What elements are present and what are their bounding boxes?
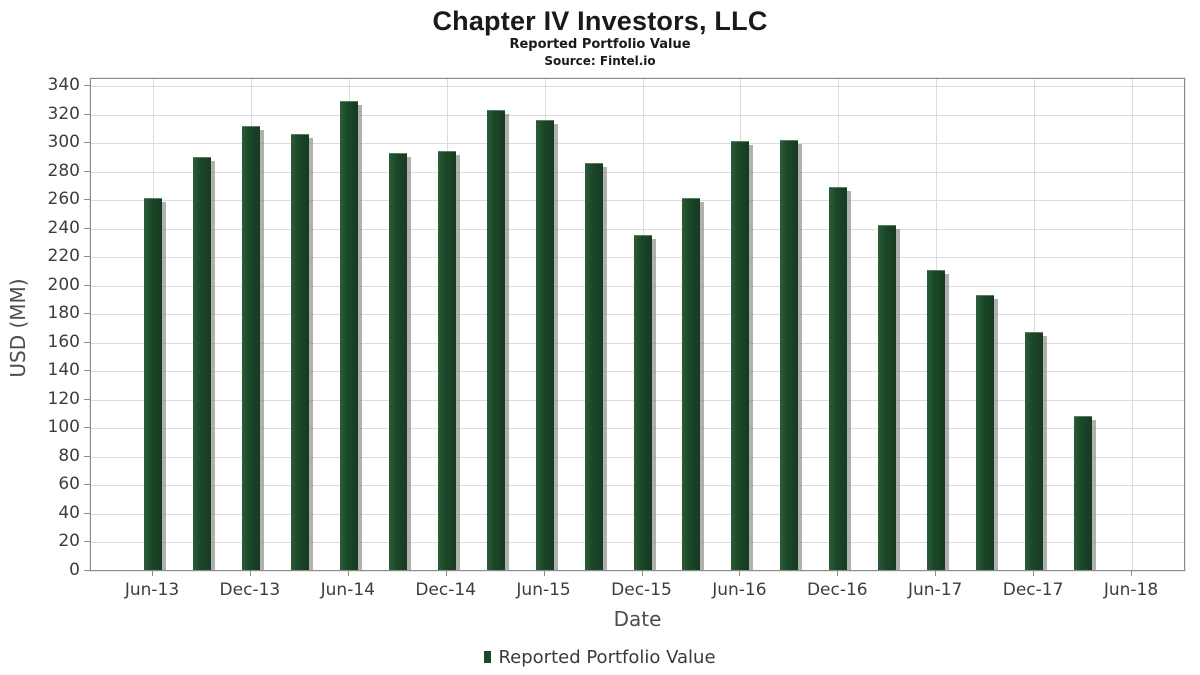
x-tick-label: Jun-14 [320,580,375,600]
x-tick-label: Jun-13 [124,580,180,600]
bar-mar-16[interactable] [682,198,701,570]
bar-dec-15[interactable] [633,235,652,570]
y-tick-label: 200 [47,274,80,295]
bar-mar-14[interactable] [290,134,309,570]
x-tick [445,571,447,576]
x-tick [641,571,643,576]
x-tick-label: Dec-17 [1002,580,1064,600]
y-tick [84,541,90,543]
bar-jun-17[interactable] [927,269,946,570]
bar-jun-16[interactable] [731,141,750,570]
v-gridline [1132,79,1133,570]
bar-mar-17[interactable] [878,225,897,570]
y-tick-label: 160 [47,331,80,352]
chart-title: Chapter IV Investors, LLC [432,6,768,36]
y-tick-label: 60 [58,474,80,495]
y-tick-label: 40 [58,502,80,523]
legend-marker-icon [484,651,492,663]
h-gridline [91,228,1184,230]
y-tick [84,199,90,201]
y-tick [84,227,90,229]
bar-dec-17[interactable] [1025,332,1044,570]
y-tick-label: 120 [47,388,80,409]
y-tick [84,427,90,429]
x-axis-title: Date [613,607,662,631]
bar-sep-15[interactable] [584,162,603,570]
y-tick-label: 240 [47,217,80,238]
x-tick [1131,571,1132,576]
x-tick-label: Jun-17 [908,580,963,600]
y-tick [84,284,90,286]
y-tick-label: 0 [69,560,80,580]
y-tick [84,512,90,514]
x-tick-label: Dec-16 [806,580,868,600]
x-tick-label: Dec-13 [219,580,281,600]
h-gridline [91,143,1184,145]
y-tick-label: 100 [47,417,80,438]
x-tick [837,571,839,576]
bar-sep-13[interactable] [192,156,211,570]
x-tick [935,571,937,576]
x-tick [152,571,153,576]
y-tick-label: 20 [58,531,80,552]
h-gridline [91,86,1184,88]
bar-sep-16[interactable] [780,139,799,570]
y-tick [84,256,90,258]
y-tick [84,142,90,144]
y-tick-label: 260 [47,189,80,210]
plot-area [90,78,1185,571]
bar-jun-15[interactable] [535,119,554,570]
y-tick [84,170,90,172]
bar-mar-18[interactable] [1074,416,1093,570]
y-tick [84,484,90,486]
y-tick [84,313,90,315]
x-tick [739,571,741,576]
x-tick [249,571,251,576]
y-tick [84,570,90,571]
v-gridline [1034,79,1036,570]
h-gridline [91,171,1184,173]
legend: Reported Portfolio Value [0,644,1200,670]
y-tick [84,85,90,87]
x-tick [543,571,545,576]
x-tick-label: Jun-15 [516,580,571,600]
bar-dec-16[interactable] [829,186,848,570]
x-tick [1033,571,1035,576]
bar-jun-14[interactable] [339,101,358,570]
y-tick [84,455,90,457]
h-gridline [91,200,1184,202]
chart-subtitle: Reported Portfolio Value [509,37,691,52]
y-tick [84,341,90,343]
chart-source: Source: Fintel.io [544,54,656,68]
h-gridline [91,114,1184,116]
x-tick [347,571,349,576]
x-tick-label: Jun-18 [1103,580,1159,600]
bar-dec-13[interactable] [241,125,260,570]
y-tick [84,398,90,400]
y-tick-label: 140 [47,360,80,381]
bar-jun-13[interactable] [144,198,162,570]
x-tick-label: Jun-16 [712,580,767,600]
x-tick-label: Dec-14 [415,580,477,600]
y-tick [84,370,90,372]
y-tick-label: 280 [47,160,80,181]
bar-sep-17[interactable] [976,295,995,570]
x-tick-label: Dec-15 [611,580,672,600]
y-tick-label: 340 [47,75,80,96]
y-tick [84,113,90,115]
y-tick-label: 80 [58,445,80,466]
y-tick-label: 320 [47,103,80,124]
y-tick-label: 300 [47,132,80,153]
y-tick-label: 180 [47,303,80,324]
bar-sep-14[interactable] [388,152,407,570]
y-tick-label: 220 [47,246,80,267]
bar-mar-15[interactable] [486,109,505,570]
bar-dec-14[interactable] [437,151,456,570]
legend-label: Reported Portfolio Value [498,646,716,668]
